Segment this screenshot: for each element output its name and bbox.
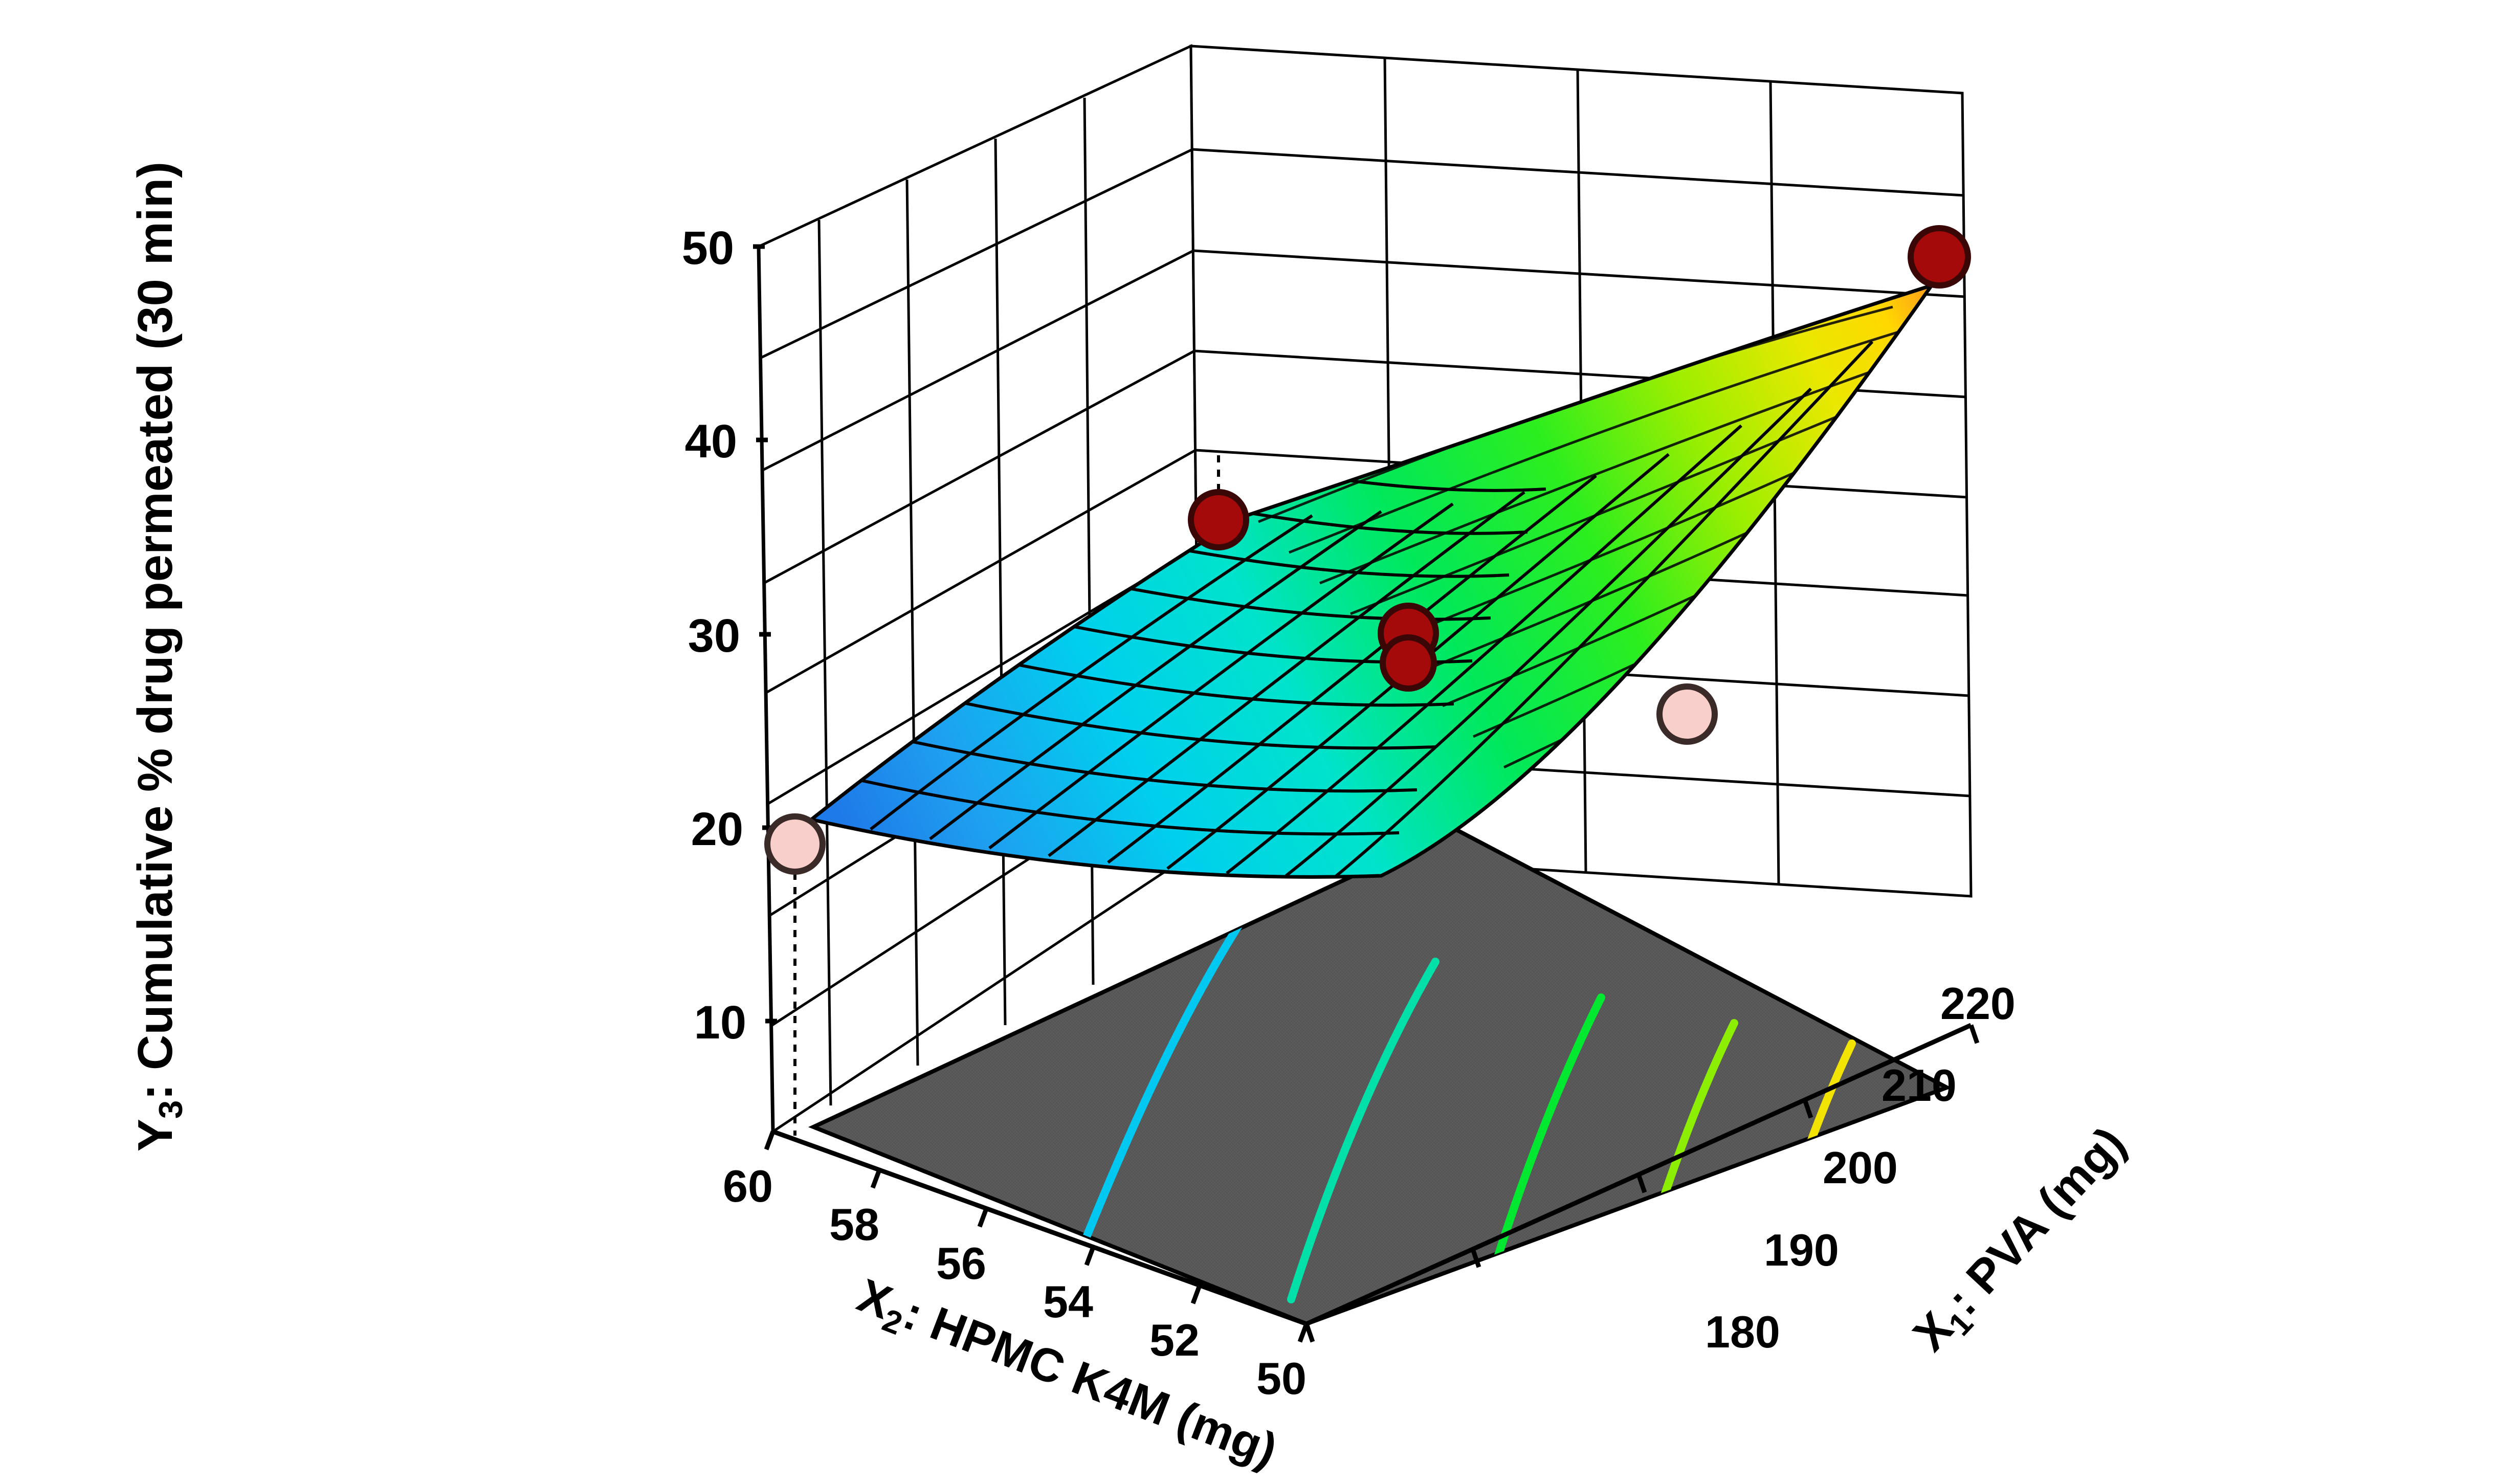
design-point-marker <box>1188 450 1249 550</box>
x2-tick-label: 50 <box>1256 1353 1307 1404</box>
design-point-marker <box>1380 634 1437 692</box>
z-tick-label: 10 <box>694 996 746 1049</box>
x1-tick-label: 210 <box>1881 1060 1957 1111</box>
x2-tick-label: 60 <box>723 1161 773 1211</box>
response-surface <box>807 282 1936 879</box>
z-tick-label: 50 <box>682 222 734 274</box>
design-point-marker <box>1908 225 1971 289</box>
x1-tick-label: 190 <box>1764 1225 1839 1275</box>
x1-axis: 180 190 200 210 220 <box>1304 978 2016 1357</box>
x2-tick-label: 56 <box>936 1238 986 1289</box>
design-points <box>764 225 1971 1136</box>
z-tick-label: 30 <box>688 610 740 662</box>
x1-tick-label: 180 <box>1705 1306 1780 1357</box>
x2-axis: 60 58 56 54 52 50 <box>723 1129 1309 1404</box>
surface-mesh-x2 <box>811 285 1932 877</box>
z-axis-title: Y3: Cumulative % drug permeated (30 min) <box>127 162 190 1152</box>
x2-tick-label: 58 <box>829 1199 879 1250</box>
x1-tick-label: 200 <box>1823 1142 1898 1193</box>
z-tick-label: 40 <box>685 415 737 468</box>
contour-line-20 <box>1074 917 1246 1262</box>
z-axis: 50 40 30 20 10 <box>682 222 777 1132</box>
design-point-marker <box>764 813 826 1136</box>
x1-tick-label: 220 <box>1940 978 2016 1029</box>
z-axis-title-sub: 3 <box>152 1100 190 1119</box>
z-axis-title-prefix: Y <box>127 1119 183 1152</box>
x2-tick-label: 52 <box>1149 1315 1200 1365</box>
x2-tick-label: 54 <box>1043 1276 1093 1327</box>
design-point-marker <box>1656 683 1718 745</box>
z-axis-title-rest: : Cumulative % drug permeated (30 min) <box>127 161 183 1100</box>
contour-line-25 <box>1287 958 1440 1303</box>
z-tick-label: 20 <box>691 803 743 855</box>
